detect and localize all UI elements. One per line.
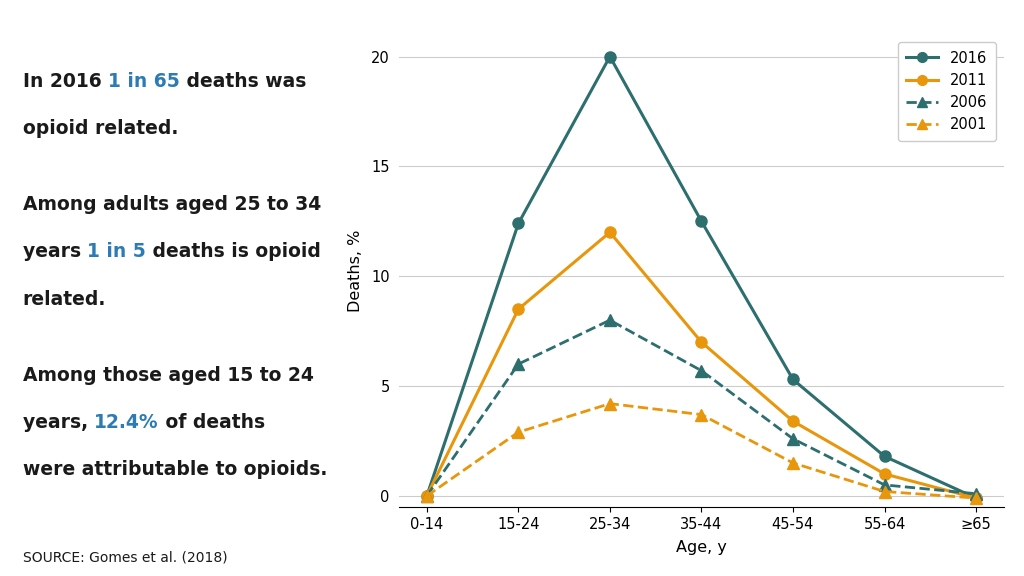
2006 [879, 482, 891, 488]
2001 [970, 495, 982, 502]
Text: related.: related. [23, 290, 105, 309]
2011 [512, 306, 524, 313]
2001 [604, 400, 616, 407]
Text: years: years [23, 242, 87, 262]
2011 [786, 418, 799, 425]
2011 [970, 495, 982, 502]
2011 [695, 339, 708, 346]
X-axis label: Age, y: Age, y [676, 540, 727, 555]
2016 [512, 220, 524, 227]
2001 [695, 411, 708, 418]
2006 [421, 492, 433, 499]
Text: SOURCE: Gomes et al. (2018): SOURCE: Gomes et al. (2018) [23, 550, 227, 564]
Text: of deaths: of deaths [159, 413, 265, 432]
2001 [786, 460, 799, 467]
Text: In 2016: In 2016 [23, 72, 108, 91]
Text: years,: years, [23, 413, 94, 432]
Line: 2006: 2006 [421, 314, 982, 502]
2006 [970, 490, 982, 497]
Text: deaths was: deaths was [179, 72, 306, 91]
2006 [695, 367, 708, 374]
Text: Among adults aged 25 to 34: Among adults aged 25 to 34 [23, 195, 321, 214]
Text: were attributable to opioids.: were attributable to opioids. [23, 460, 327, 479]
2001 [512, 429, 524, 435]
2016 [786, 376, 799, 383]
2006 [512, 361, 524, 367]
Text: opioid related.: opioid related. [23, 119, 178, 138]
2016 [421, 492, 433, 499]
Y-axis label: Deaths, %: Deaths, % [347, 229, 362, 312]
2011 [421, 492, 433, 499]
2006 [786, 435, 799, 442]
Line: 2011: 2011 [421, 227, 982, 503]
2016 [695, 218, 708, 225]
2011 [879, 471, 891, 478]
2016 [879, 453, 891, 460]
2001 [421, 492, 433, 499]
2016 [604, 53, 616, 60]
Text: Among those aged 15 to 24: Among those aged 15 to 24 [23, 366, 313, 385]
2006 [604, 317, 616, 324]
Text: 1 in 65: 1 in 65 [108, 72, 179, 91]
Legend: 2016, 2011, 2006, 2001: 2016, 2011, 2006, 2001 [898, 42, 996, 141]
2016 [970, 495, 982, 502]
Line: 2001: 2001 [421, 398, 982, 503]
Text: 12.4%: 12.4% [94, 413, 159, 432]
2011 [604, 229, 616, 236]
Line: 2016: 2016 [421, 51, 982, 503]
Text: deaths is opioid: deaths is opioid [145, 242, 321, 262]
Text: 1 in 5: 1 in 5 [87, 242, 145, 262]
2001 [879, 488, 891, 495]
